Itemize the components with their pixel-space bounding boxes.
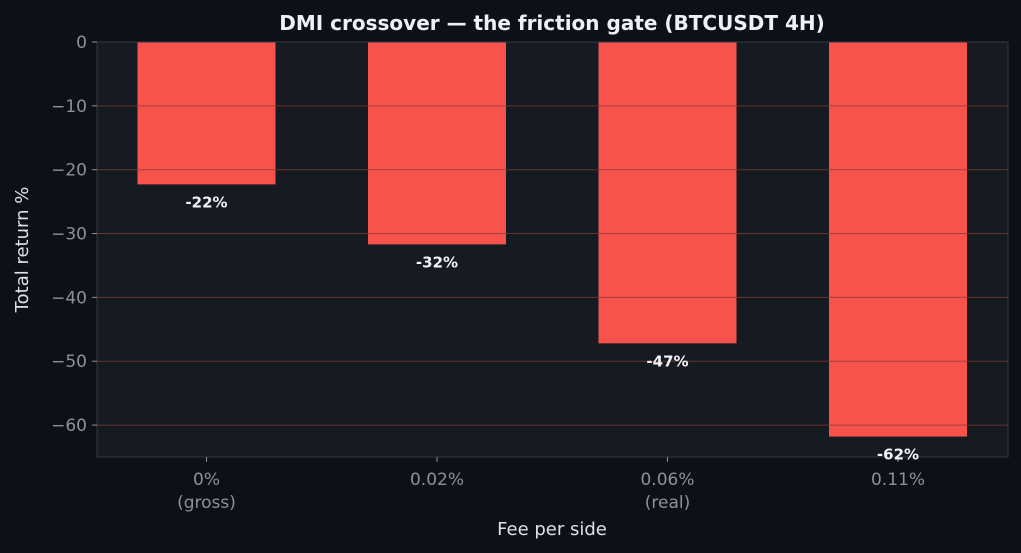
bar-value-label: -32% <box>416 253 458 271</box>
x-tick-label: 0.11% <box>871 470 925 490</box>
bar <box>137 42 276 185</box>
plot-frame <box>96 41 1009 458</box>
y-tick-label: 0 <box>76 33 87 53</box>
y-tick-label: −10 <box>51 97 87 117</box>
y-tick-label: −20 <box>51 161 87 181</box>
x-tick-label: 0.06% (real) <box>640 470 694 513</box>
bar-value-label: -47% <box>646 352 688 370</box>
chart-title: DMI crossover — the friction gate (BTCUS… <box>279 11 825 35</box>
bar-value-label: -22% <box>185 193 227 211</box>
x-tick-label: 0% (gross) <box>177 470 236 513</box>
y-axis-ticks: 0 −10 −20 −30 −40 −50 −60 <box>51 33 97 436</box>
y-tick-label: −40 <box>51 288 87 308</box>
bar <box>598 42 737 344</box>
y-tick-label: −60 <box>51 416 87 436</box>
y-axis-label: Total return % <box>12 187 33 314</box>
bar-value-label: -62% <box>877 446 919 464</box>
data-labels: -22% -32% -47% -62% <box>185 193 919 463</box>
gridlines <box>97 105 1008 426</box>
y-tick-label: −30 <box>51 225 87 245</box>
x-axis-ticks: 0% (gross) 0.02% 0.06% (real) 0.11% <box>177 457 925 513</box>
y-tick-label: −50 <box>51 352 87 372</box>
bars-layer <box>137 42 967 437</box>
bar <box>829 42 967 437</box>
bar <box>368 42 506 245</box>
x-axis-label: Fee per side <box>497 519 607 540</box>
x-tick-label: 0.02% <box>410 470 464 490</box>
